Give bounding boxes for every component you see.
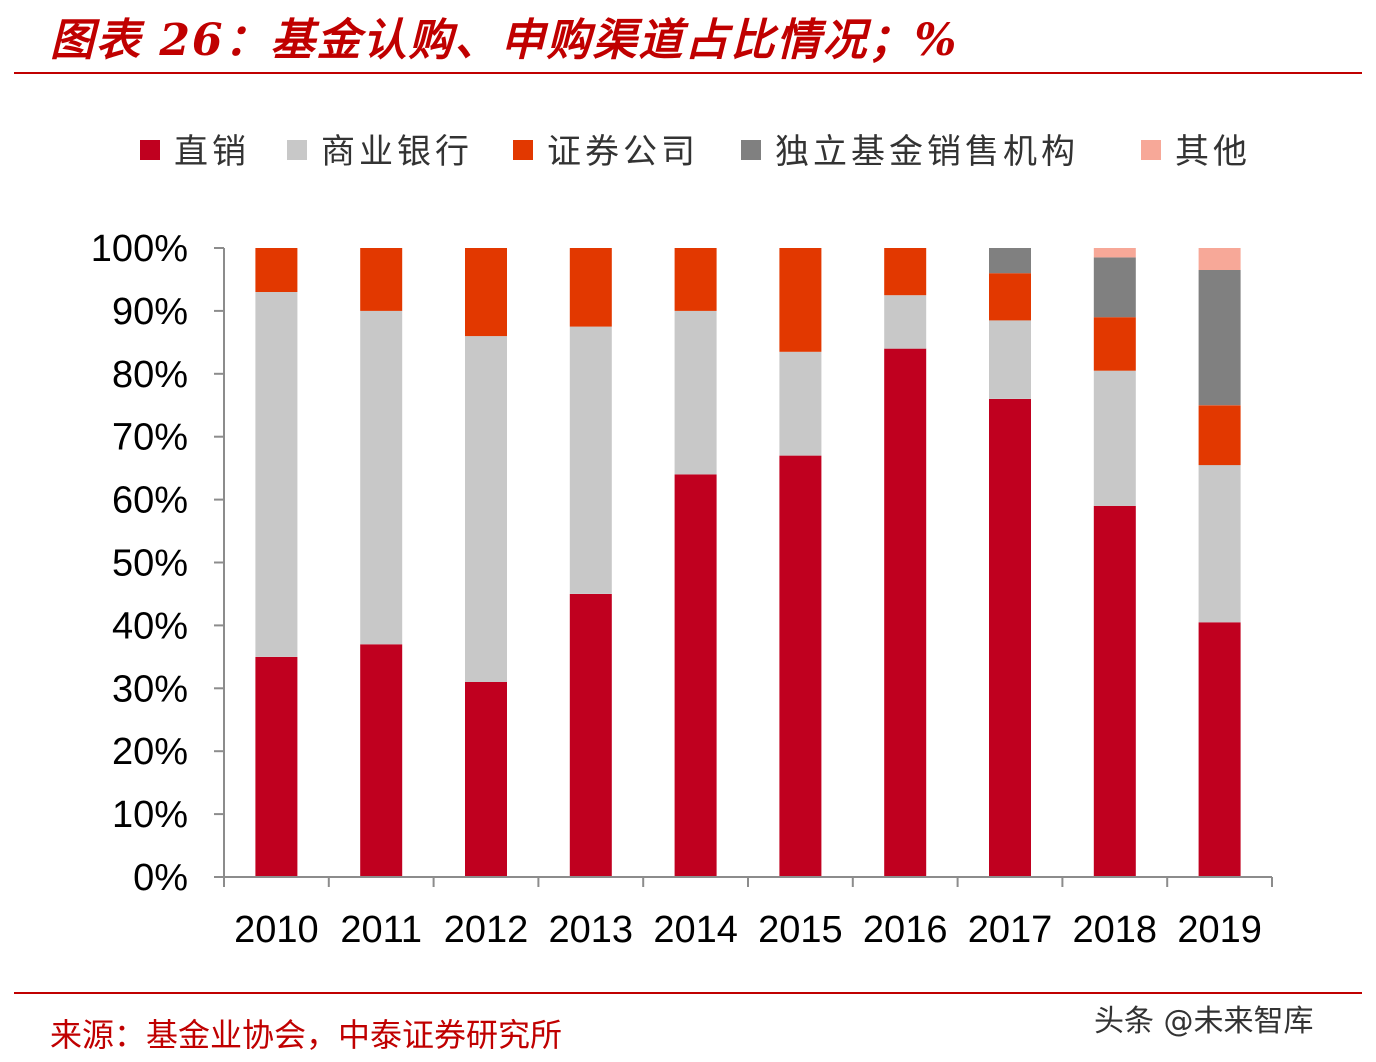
bar-2014-series-0 — [674, 474, 717, 877]
x-tick-label-2010: 2010 — [234, 909, 319, 951]
bar-2018-series-3 — [1093, 257, 1136, 318]
bar-2019-series-4 — [1198, 248, 1241, 270]
x-tick-label-2018: 2018 — [1073, 909, 1158, 951]
bar-2017-series-3 — [989, 248, 1031, 274]
legend-swatch-4 — [1141, 140, 1161, 160]
bar-2019-series-2 — [1198, 405, 1241, 466]
x-tick-label-2019: 2019 — [1177, 909, 1262, 951]
bar-2016-series-1 — [884, 295, 927, 349]
y-tick-label-40pct: 40% — [112, 605, 188, 647]
legend-swatch-1 — [287, 140, 307, 160]
bar-2018-series-1 — [1093, 370, 1136, 506]
legend-swatch-3 — [741, 140, 761, 160]
bar-2013-series-2 — [569, 248, 612, 327]
bar-2013-series-0 — [569, 594, 612, 877]
title-rule — [14, 72, 1362, 74]
bar-2010-series-1 — [255, 292, 298, 657]
bar-2018-series-4 — [1093, 248, 1136, 258]
chart-legend: 直销 商业银行 证券公司 独立基金销售机构 其他 — [140, 132, 1251, 172]
bar-2015-series-2 — [779, 248, 822, 352]
bar-2017-series-2 — [989, 273, 1031, 321]
y-tick-label-30pct: 30% — [112, 668, 188, 710]
bar-2011-series-1 — [360, 310, 403, 645]
stacked-bar-chart: 直销 商业银行 证券公司 独立基金销售机构 其他 0% 10% 20% 30% 40% 50% 60… — [91, 132, 1273, 951]
figure-title: 图表 26：基金认购、申购渠道占比情况；% — [50, 15, 959, 66]
bar-2015-series-1 — [779, 351, 822, 456]
bar-2019-series-3 — [1198, 270, 1241, 406]
y-tick-label-80pct: 80% — [112, 354, 188, 396]
bar-2016-series-0 — [884, 348, 927, 878]
legend-label-0: 直销 — [174, 132, 250, 172]
bar-2011-series-2 — [360, 248, 403, 311]
bar-2014-series-1 — [674, 310, 717, 475]
legend-label-1: 商业银行 — [321, 132, 473, 172]
y-tick-label-60pct: 60% — [112, 480, 188, 522]
bar-2014-series-2 — [674, 248, 717, 311]
y-tick-label-0pct: 0% — [133, 857, 188, 899]
y-tick-label-10pct: 10% — [112, 794, 188, 836]
x-tick-label-2014: 2014 — [653, 909, 738, 951]
legend-swatch-2 — [513, 140, 533, 160]
bar-2010-series-2 — [255, 248, 298, 292]
bar-2018-series-0 — [1093, 505, 1136, 877]
x-tick-label-2017: 2017 — [968, 909, 1053, 951]
bar-2015-series-0 — [779, 455, 822, 877]
y-tick-label-90pct: 90% — [112, 291, 188, 333]
chart-axes: 0% 10% 20% 30% 40% 50% 60% 70% 80% 90% 100% 2010 201… — [91, 228, 1273, 951]
x-tick-label-2015: 2015 — [758, 909, 843, 951]
legend-swatch-0 — [140, 140, 160, 160]
bar-2019-series-1 — [1198, 465, 1241, 623]
bar-2013-series-1 — [569, 326, 612, 594]
x-tick-label-2013: 2013 — [549, 909, 634, 951]
y-tick-label-100pct: 100% — [91, 228, 188, 270]
bar-2016-series-2 — [884, 248, 927, 296]
bar-2019-series-0 — [1198, 622, 1241, 877]
bar-2011-series-0 — [360, 644, 403, 877]
bar-2012-series-0 — [465, 682, 507, 877]
chart-bars — [255, 248, 1241, 878]
y-tick-label-20pct: 20% — [112, 731, 188, 773]
bar-2012-series-2 — [465, 248, 507, 337]
y-tick-label-50pct: 50% — [112, 543, 188, 585]
bar-2018-series-2 — [1093, 317, 1136, 371]
source-note: 来源：基金业协会，中泰证券研究所 — [50, 1016, 563, 1054]
y-tick-label-70pct: 70% — [112, 417, 188, 459]
x-tick-label-2016: 2016 — [863, 909, 948, 951]
bar-2017-series-0 — [989, 399, 1031, 877]
footer-rule — [14, 992, 1362, 994]
bar-2012-series-1 — [465, 336, 507, 682]
bar-2010-series-0 — [255, 656, 298, 877]
bar-2017-series-1 — [989, 320, 1031, 399]
legend-label-3: 独立基金销售机构 — [775, 132, 1079, 172]
legend-label-4: 其他 — [1175, 132, 1251, 172]
legend-label-2: 证券公司 — [547, 132, 699, 172]
x-tick-label-2012: 2012 — [444, 909, 529, 951]
watermark: 头条 @未来智库 — [1094, 1004, 1314, 1039]
x-tick-label-2011: 2011 — [340, 909, 422, 951]
